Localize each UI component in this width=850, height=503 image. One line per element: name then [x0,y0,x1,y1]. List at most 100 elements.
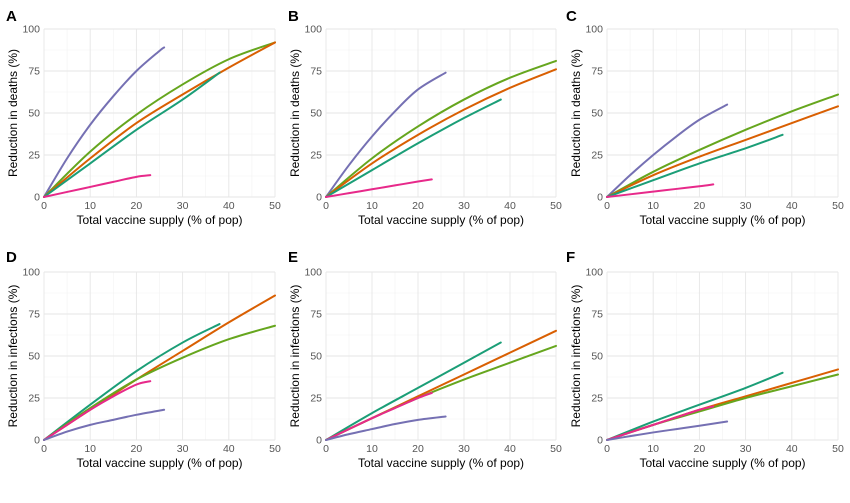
series-line-5 [325,415,447,441]
y-tick-label: 75 [28,309,40,321]
series-line-5 [606,183,715,198]
x-tick-label: 10 [84,200,96,212]
y-axis-title: Reduction in infections (%) [6,285,20,428]
gridlines [606,28,839,198]
panel-f: 0 10 20 30 40 50 0 25 50 75 100 Total vaccine suppl… [566,249,844,470]
y-tick-label: 50 [310,351,322,363]
x-tick-label: 20 [412,443,424,455]
y-tick-label: 25 [310,150,322,162]
series-line-5 [43,408,166,441]
x-tick-label: 40 [504,443,516,455]
panel-label: E [288,249,298,266]
y-tick-label: 50 [310,108,322,120]
x-tick-label: 0 [41,200,47,212]
x-tick-label: 0 [323,200,329,212]
gridlines [606,271,839,441]
x-tick-label: 50 [832,200,844,212]
x-tick-label: 10 [84,443,96,455]
y-tick-label: 75 [591,309,603,321]
y-tick-label: 100 [304,24,322,36]
y-tick-label: 0 [597,435,603,447]
y-tick-label: 75 [28,66,40,78]
x-axis-title: Total vaccine supply (% of pop) [358,213,524,227]
gridlines [43,28,276,198]
series-line-4 [606,133,784,198]
y-tick-label: 100 [585,24,603,36]
x-axis-title: Total vaccine supply (% of pop) [639,456,805,470]
y-axis-title: Reduction in infections (%) [288,285,302,428]
series-line-2 [325,59,557,198]
x-tick-label: 40 [786,443,798,455]
y-tick-label: 50 [28,108,40,120]
x-tick-label: 10 [366,200,378,212]
panel-label: A [6,8,17,25]
y-tick-label: 100 [304,267,322,279]
y-tick-label: 100 [22,24,40,36]
panel-c: 0 10 20 30 40 50 0 25 50 75 100 Total vaccine suppl… [566,8,844,227]
x-tick-label: 50 [269,200,281,212]
series-line-5 [43,174,152,198]
y-tick-label: 75 [310,66,322,78]
panel-e: 0 10 20 30 40 50 0 25 50 75 100 Total vaccine suppl… [288,249,562,470]
x-tick-label: 30 [458,443,470,455]
x-tick-label: 10 [647,200,659,212]
x-tick-label: 30 [740,200,752,212]
x-tick-label: 10 [647,443,659,455]
y-tick-label: 25 [591,150,603,162]
y-axis-title: Reduction in deaths (%) [6,49,20,177]
gridlines [325,28,557,198]
y-tick-label: 100 [585,267,603,279]
y-tick-label: 50 [28,351,40,363]
y-axis-title: Reduction in infections (%) [569,285,583,428]
x-axis-title: Total vaccine supply (% of pop) [358,456,524,470]
panel-label: D [6,249,17,266]
y-tick-label: 50 [591,108,603,120]
x-tick-label: 30 [177,200,189,212]
panel-a: 0 10 20 30 40 50 0 25 50 75 100 Total vaccine suppl… [6,8,281,227]
x-tick-label: 0 [41,443,47,455]
x-axis-title: Total vaccine supply (% of pop) [76,213,242,227]
y-tick-label: 0 [597,192,603,204]
y-tick-label: 100 [22,267,40,279]
series-line-1 [606,371,784,441]
x-tick-label: 0 [604,443,610,455]
y-tick-label: 25 [28,150,40,162]
y-axis-title: Reduction in deaths (%) [569,49,583,177]
y-tick-label: 25 [591,393,603,405]
x-tick-label: 30 [740,443,752,455]
y-tick-label: 25 [310,393,322,405]
panel-label: C [566,8,577,25]
y-tick-label: 50 [591,351,603,363]
y-tick-label: 0 [316,192,322,204]
x-tick-label: 40 [223,200,235,212]
x-tick-label: 20 [694,443,706,455]
x-axis-title: Total vaccine supply (% of pop) [639,213,805,227]
y-axis-title: Reduction in deaths (%) [288,49,302,177]
x-tick-label: 0 [604,200,610,212]
y-tick-label: 0 [316,435,322,447]
panel-label: B [288,8,299,25]
series-line-3 [606,105,839,198]
panel-b: 0 10 20 30 40 50 0 25 50 75 100 Total vaccine suppl… [288,8,562,227]
gridlines [325,271,557,441]
series-line-4 [325,391,433,441]
y-tick-label: 75 [310,309,322,321]
series-line-5 [325,178,433,198]
series-line-4 [43,71,221,198]
x-tick-label: 0 [323,443,329,455]
x-tick-label: 20 [131,443,143,455]
x-tick-label: 30 [177,443,189,455]
gridlines [43,271,276,441]
series-line-3 [325,68,557,198]
y-tick-label: 0 [34,192,40,204]
y-tick-label: 75 [591,66,603,78]
x-tick-label: 50 [269,443,281,455]
panel-label: F [566,249,575,266]
x-tick-label: 40 [504,200,516,212]
series-line-3 [43,41,276,198]
series-line-1 [606,103,729,198]
x-tick-label: 50 [832,443,844,455]
x-tick-label: 40 [223,443,235,455]
series-line-4 [325,98,502,198]
